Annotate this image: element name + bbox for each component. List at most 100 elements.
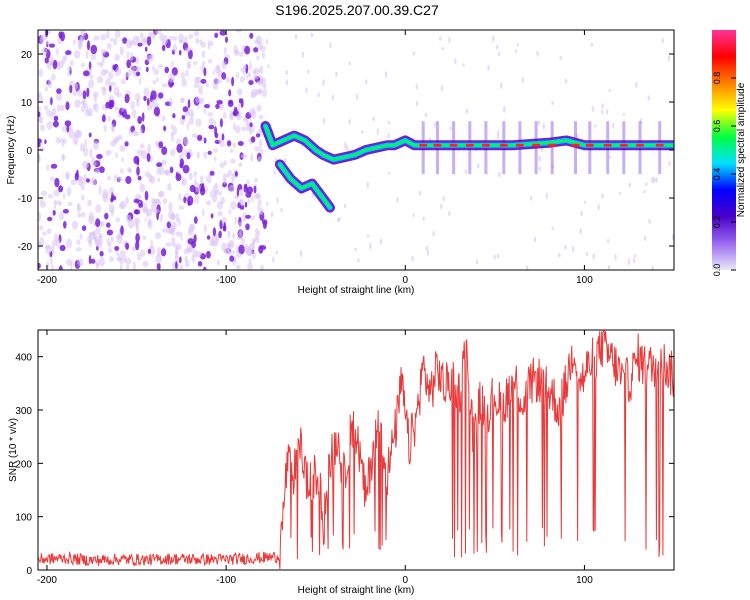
- noise-blob: [147, 143, 152, 154]
- noise-blob: [95, 218, 101, 228]
- noise-blob: [228, 89, 232, 97]
- noise-blob: [227, 246, 231, 256]
- scatter-blob: [579, 228, 582, 235]
- colorbar-tick-label: 0.2: [712, 216, 722, 229]
- hot-spot: [655, 143, 664, 147]
- noise-blob: [216, 260, 221, 266]
- noise-blob: [153, 68, 160, 76]
- noise-blob: [92, 103, 96, 110]
- scatter-blob: [366, 234, 370, 238]
- noise-blob: [153, 209, 160, 214]
- noise-blob: [255, 192, 262, 200]
- noise-blob: [164, 169, 170, 176]
- noise-blob: [221, 72, 227, 80]
- scatter-blob: [396, 196, 399, 203]
- noise-blob: [137, 42, 143, 47]
- noise-blob: [155, 140, 159, 147]
- noise-blob: [73, 50, 81, 59]
- scatter-blob: [493, 254, 496, 260]
- noise-blob: [168, 97, 173, 108]
- noise-blob: [194, 177, 197, 185]
- noise-blob: [204, 185, 208, 193]
- noise-blob: [106, 237, 110, 247]
- scatter-blob: [442, 196, 445, 202]
- noise-blob: [84, 138, 88, 147]
- scatter-blob: [376, 128, 379, 135]
- noise-blob: [82, 160, 89, 170]
- noise-blob: [142, 36, 148, 43]
- noise-blob: [175, 173, 182, 182]
- scatter-blob: [635, 81, 638, 89]
- noise-blob: [208, 124, 215, 130]
- noise-blob: [150, 90, 157, 100]
- noise-blob: [175, 231, 182, 237]
- hot-spot: [532, 143, 541, 147]
- noise-blob: [47, 194, 54, 199]
- noise-blob: [158, 92, 164, 99]
- noise-blob: [232, 122, 236, 131]
- noise-blob: [225, 36, 228, 43]
- noise-blob: [156, 77, 159, 82]
- noise-blob: [161, 115, 166, 122]
- noise-blob: [109, 37, 114, 42]
- noise-blob: [55, 200, 61, 205]
- noise-blob: [181, 78, 187, 88]
- snr-ytick-label: 400: [15, 353, 32, 364]
- noise-blob: [92, 230, 97, 240]
- noise-blob: [148, 31, 155, 37]
- noise-blob: [132, 261, 136, 270]
- noise-blob: [137, 116, 143, 124]
- noise-blob: [55, 136, 61, 144]
- noise-blob: [38, 211, 42, 222]
- noise-blob: [38, 95, 44, 103]
- noise-blob: [262, 221, 267, 229]
- scatter-blob: [627, 258, 630, 266]
- noise-blob: [181, 178, 188, 186]
- scatter-blob: [412, 213, 415, 218]
- noise-blob: [40, 190, 48, 196]
- noise-blob: [195, 118, 202, 127]
- noise-blob: [246, 179, 250, 185]
- noise-blob: [260, 148, 264, 155]
- noise-blob: [203, 137, 207, 144]
- noise-blob: [120, 168, 124, 174]
- noise-blob: [172, 113, 176, 119]
- scatter-blob: [365, 79, 368, 84]
- noise-blob: [188, 172, 193, 181]
- noise-blob: [203, 108, 207, 114]
- noise-blob: [120, 263, 123, 270]
- noise-blob: [50, 163, 58, 169]
- noise-blob: [239, 198, 245, 207]
- noise-blob: [171, 242, 177, 247]
- noise-blob: [245, 74, 248, 80]
- noise-blob: [255, 133, 261, 138]
- noise-blob: [205, 250, 211, 259]
- snr-ytick-label: 200: [15, 459, 32, 470]
- scatter-blob: [497, 130, 500, 136]
- scatter-blob: [343, 203, 347, 208]
- scatter-blob: [336, 217, 340, 223]
- noise-blob: [236, 88, 243, 96]
- noise-blob: [236, 187, 240, 198]
- noise-blob: [111, 123, 115, 133]
- scatter-blob: [439, 36, 442, 41]
- noise-blob: [56, 88, 62, 94]
- scatter-blob: [643, 190, 646, 194]
- noise-blob: [89, 148, 93, 159]
- scatter-blob: [322, 79, 325, 86]
- noise-blob: [115, 152, 118, 159]
- noise-blob: [119, 145, 126, 152]
- noise-blob: [109, 186, 114, 196]
- noise-blob: [253, 47, 259, 53]
- noise-blob: [157, 64, 164, 69]
- noise-blob: [126, 51, 130, 60]
- noise-blob: [167, 183, 172, 191]
- scatter-blob: [273, 171, 276, 175]
- noise-blob: [228, 185, 235, 193]
- noise-blob: [229, 255, 235, 262]
- scatter-blob: [537, 120, 541, 126]
- noise-blob: [200, 175, 204, 184]
- scatter-blob: [265, 39, 268, 44]
- noise-blob: [96, 154, 103, 159]
- noise-blob: [260, 264, 264, 270]
